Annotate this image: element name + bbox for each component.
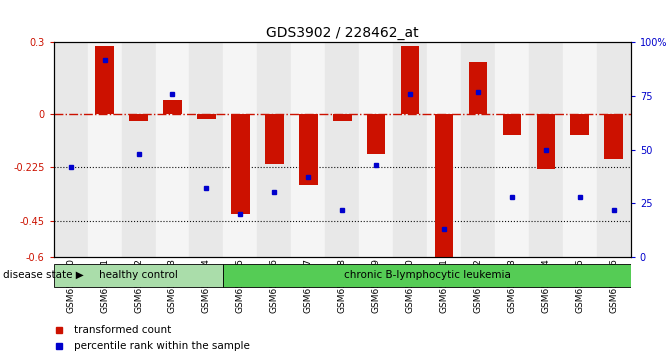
Bar: [427, 42, 461, 257]
Bar: [258, 42, 291, 257]
Bar: [156, 42, 189, 257]
Text: chronic B-lymphocytic leukemia: chronic B-lymphocytic leukemia: [344, 270, 511, 280]
Text: disease state ▶: disease state ▶: [3, 270, 84, 280]
Bar: [231, 114, 250, 214]
Bar: [495, 42, 529, 257]
Bar: [435, 114, 454, 259]
Bar: [461, 42, 495, 257]
Bar: [537, 114, 555, 169]
Bar: [393, 42, 427, 257]
Bar: [189, 42, 223, 257]
Bar: [130, 114, 148, 121]
Bar: [468, 62, 487, 114]
Text: transformed count: transformed count: [74, 325, 171, 335]
Bar: [299, 114, 317, 185]
Bar: [401, 46, 419, 114]
Bar: [265, 114, 284, 164]
Bar: [291, 42, 325, 257]
Bar: [163, 99, 182, 114]
Bar: [223, 264, 631, 287]
Text: percentile rank within the sample: percentile rank within the sample: [74, 341, 250, 351]
Bar: [359, 42, 393, 257]
Bar: [367, 114, 386, 154]
Bar: [223, 42, 258, 257]
Bar: [54, 42, 88, 257]
Text: healthy control: healthy control: [99, 270, 178, 280]
Bar: [503, 114, 521, 135]
Bar: [605, 114, 623, 159]
Title: GDS3902 / 228462_at: GDS3902 / 228462_at: [266, 26, 419, 40]
Bar: [88, 42, 121, 257]
Bar: [563, 42, 597, 257]
Bar: [197, 114, 216, 119]
Bar: [333, 114, 352, 121]
Bar: [54, 264, 223, 287]
Bar: [529, 42, 563, 257]
Bar: [95, 46, 114, 114]
Bar: [597, 42, 631, 257]
Bar: [121, 42, 156, 257]
Bar: [570, 114, 589, 135]
Bar: [325, 42, 359, 257]
